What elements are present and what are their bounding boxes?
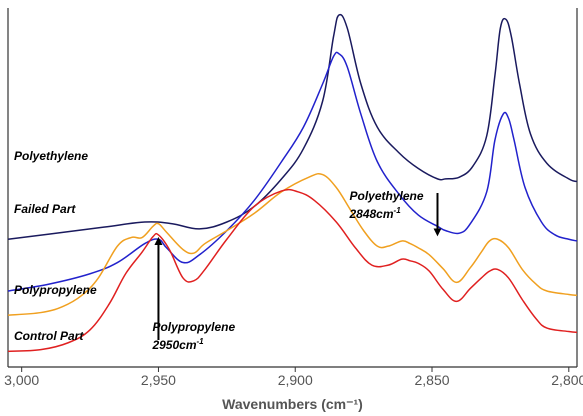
series-line-control-part	[7, 188, 578, 353]
x-tick-label: 2,800	[551, 372, 583, 388]
series-label-polyethylene: Polyethylene	[14, 149, 88, 163]
x-tick-label: 3,000	[4, 372, 39, 388]
annotation-value-1: 2848cm-1	[348, 206, 401, 221]
series-labels: Polyethylene Failed Part Polypropylene Cont…	[14, 149, 97, 343]
series-line-failed-part	[7, 51, 578, 292]
annotations: Polyethylene 2848cm-1 Polypropylene 2950cm-…	[151, 189, 442, 352]
series-label-polypropylene: Polypropylene	[14, 283, 97, 297]
series-line-polypropylene	[7, 172, 578, 316]
annotation-label-2: Polypropylene	[152, 320, 235, 334]
x-tick-label: 2,900	[278, 372, 313, 388]
x-axis-ticks: 3,000 2,950 2,900 2,850 2,800	[4, 367, 583, 388]
series-label-control-part: Control Part	[14, 329, 84, 343]
plot-frame	[7, 8, 578, 368]
x-tick-label: 2,950	[141, 372, 176, 388]
x-tick-label: 2,850	[414, 372, 449, 388]
x-axis-title: Wavenumbers (cm⁻¹)	[222, 396, 363, 412]
annotation-value-2: 2950cm-1	[151, 337, 204, 352]
series-label-failed-part: Failed Part	[14, 202, 76, 216]
series-line-polyethylene	[7, 13, 578, 240]
annotation-label-1: Polyethylene	[349, 189, 423, 203]
series-layer	[7, 13, 578, 353]
